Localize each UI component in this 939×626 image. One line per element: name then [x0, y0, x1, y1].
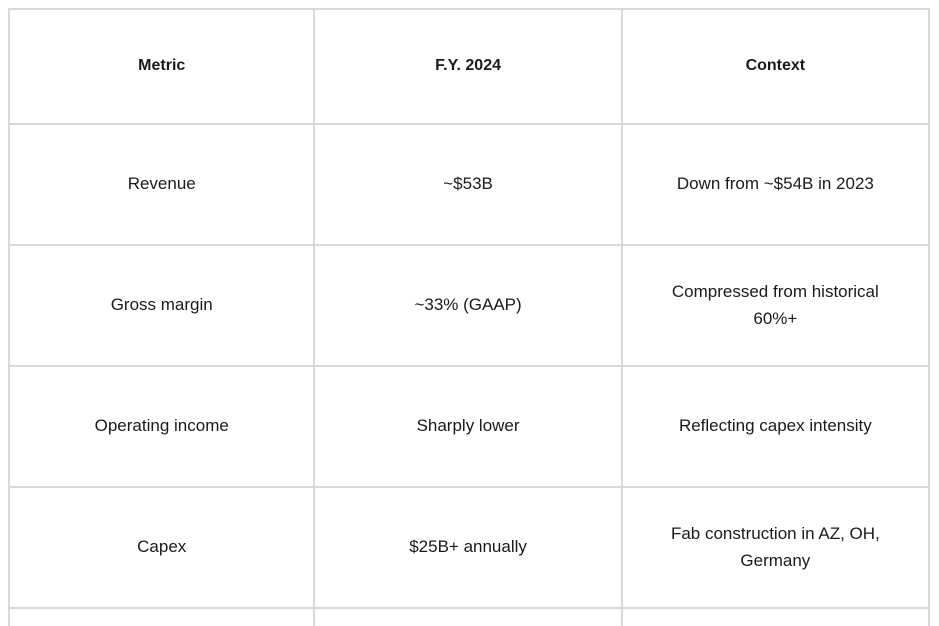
header-row: Metric F.Y. 2024 Context [7, 8, 931, 125]
header-cell-context: Context [620, 8, 931, 125]
cell-metric: Gross margin [7, 244, 316, 367]
header-cell-fy2024: F.Y. 2024 [313, 8, 623, 125]
cell-value: $25B+ annually [313, 486, 623, 609]
cell-metric: Free cash flow [7, 607, 316, 626]
table-row-gross-margin: Gross margin ~33% (GAAP) Compressed from… [7, 244, 931, 367]
cell-metric: Revenue [7, 123, 316, 246]
header-cell-metric: Metric [7, 8, 316, 125]
table-body: Revenue ~$53B Down from ~$54B in 2023 Gr… [7, 123, 931, 626]
financial-metrics-table: Metric F.Y. 2024 Context Revenue ~$53B D… [7, 8, 931, 626]
cell-context: Compressed from historical 60%+ [620, 244, 931, 367]
table-row-revenue: Revenue ~$53B Down from ~$54B in 2023 [7, 123, 931, 246]
table-header: Metric F.Y. 2024 Context [7, 8, 931, 125]
table-row-operating-income: Operating income Sharply lower Reflectin… [7, 365, 931, 488]
table-row-capex: Capex $25B+ annually Fab construction in… [7, 486, 931, 609]
table-row-free-cash-flow: Free cash flow Negative (~-$3B) Investme… [7, 607, 931, 626]
cell-context: Fab construction in AZ, OH, Germany [620, 486, 931, 609]
cell-context: Reflecting capex intensity [620, 365, 931, 488]
cell-metric: Operating income [7, 365, 316, 488]
cell-value: Negative (~-$3B) [313, 607, 623, 626]
cell-value: Sharply lower [313, 365, 623, 488]
cell-value: ~33% (GAAP) [313, 244, 623, 367]
cell-context: Down from ~$54B in 2023 [620, 123, 931, 246]
cell-metric: Capex [7, 486, 316, 609]
cell-context: Investment mode [620, 607, 931, 626]
cell-value: ~$53B [313, 123, 623, 246]
